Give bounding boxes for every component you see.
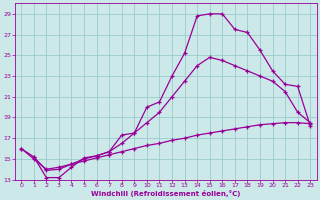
X-axis label: Windchill (Refroidissement éolien,°C): Windchill (Refroidissement éolien,°C) — [91, 190, 240, 197]
